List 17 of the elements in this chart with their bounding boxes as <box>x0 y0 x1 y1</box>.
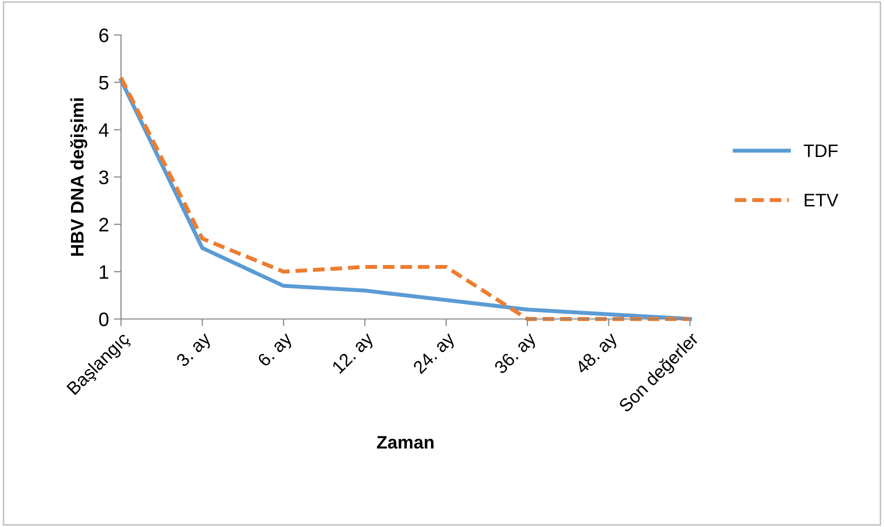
y-axis-title: HBV DNA değişimi <box>70 98 88 256</box>
x-axis-title: Zaman <box>376 436 434 449</box>
legend-label: TDF <box>804 144 838 158</box>
y-tick-label: 3 <box>99 170 108 184</box>
y-tick-label: 0 <box>99 312 108 326</box>
x-tick-label: 12. ay <box>331 331 377 377</box>
y-tick-label: 1 <box>100 265 108 279</box>
x-tick-label: 24. ay <box>412 331 458 377</box>
x-tick-label: 36. ay <box>493 331 540 377</box>
y-tick-label: 6 <box>99 28 108 42</box>
x-tick-label: 48. ay <box>574 331 621 378</box>
x-tick-label: 3. ay <box>175 331 214 370</box>
legend-label: ETV <box>804 194 838 206</box>
y-tick-label: 4 <box>98 123 109 137</box>
x-tick-label: 6. ay <box>256 331 296 370</box>
y-tick-label: 2 <box>99 218 108 232</box>
y-tick-label: 5 <box>99 76 108 90</box>
